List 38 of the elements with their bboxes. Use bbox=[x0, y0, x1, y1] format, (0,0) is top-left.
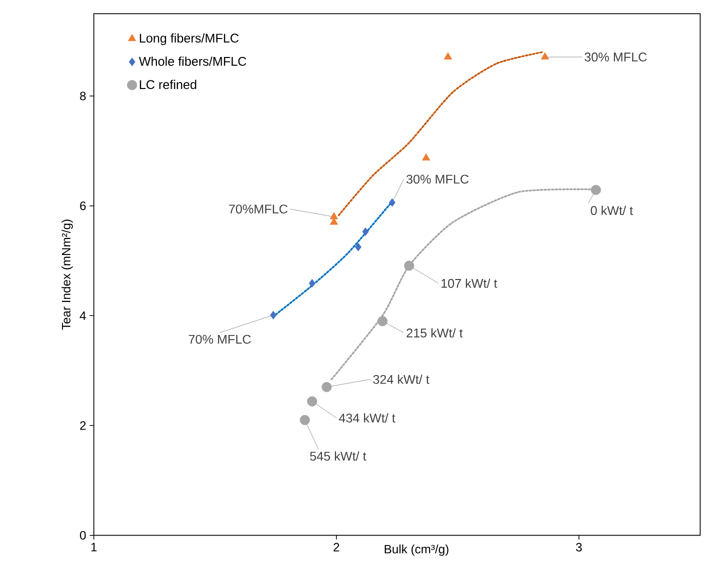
point bbox=[354, 242, 362, 252]
annotation: 215 kWt/ t bbox=[406, 328, 463, 338]
legend-label: LC refined bbox=[140, 80, 196, 90]
annotation: 107 kWt/ t bbox=[441, 278, 498, 288]
annotation: 70% MFLC bbox=[188, 334, 251, 344]
annotation: 70%MFLC bbox=[229, 204, 288, 214]
point bbox=[330, 212, 338, 220]
annotation: 30% MFLC bbox=[406, 174, 469, 184]
point bbox=[444, 52, 452, 60]
annotation: 324 kWt/ t bbox=[373, 374, 430, 384]
point bbox=[322, 382, 332, 392]
y-axis-title: Tear Index (mNm²/g) bbox=[62, 220, 73, 330]
annotation: 545 kWt/ t bbox=[310, 451, 366, 461]
annotation: 0 kWt/ t bbox=[590, 206, 633, 215]
legend-label: Long fibers/MFLC bbox=[140, 33, 239, 46]
annotation: 30% MFLC bbox=[584, 52, 647, 62]
point bbox=[270, 310, 277, 320]
legend-label: Whole fibers/MFLC bbox=[138, 56, 246, 66]
y-tick-label: 0 bbox=[80, 531, 86, 540]
point bbox=[377, 316, 388, 326]
x-tick-label: 2 bbox=[334, 542, 340, 552]
point bbox=[308, 278, 316, 288]
point bbox=[540, 52, 550, 60]
y-tick-label: 2 bbox=[80, 421, 86, 430]
point bbox=[307, 396, 318, 406]
point bbox=[404, 260, 414, 271]
y-tick-label: 4 bbox=[80, 311, 86, 320]
point bbox=[362, 227, 369, 236]
x-axis-title: Bulk (cm³/g) bbox=[384, 544, 448, 556]
y-tick-label: 8 bbox=[80, 92, 86, 100]
y-tick-label: 6 bbox=[80, 202, 86, 210]
x-tick-label: 1 bbox=[91, 542, 97, 552]
point bbox=[422, 153, 430, 160]
point bbox=[300, 414, 310, 426]
annotation: 434 kWt/ t bbox=[338, 413, 396, 422]
x-tick-label: 3 bbox=[576, 542, 582, 552]
point bbox=[388, 198, 396, 207]
point bbox=[590, 184, 601, 195]
